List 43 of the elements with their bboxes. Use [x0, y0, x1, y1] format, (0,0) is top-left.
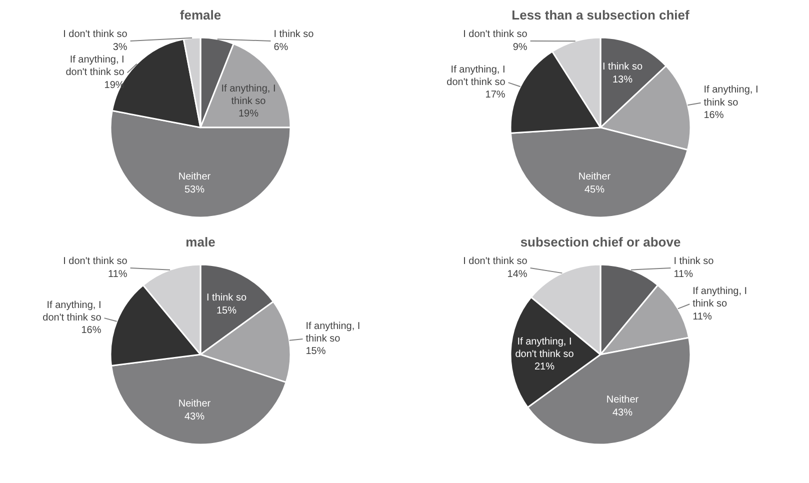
data-label: 15%	[216, 305, 237, 316]
data-label: 43%	[184, 411, 205, 422]
chart-title: male	[186, 234, 216, 250]
slice-label: If anything, I think so	[221, 83, 276, 107]
data-label: 3%	[112, 42, 128, 53]
chart-title: female	[180, 8, 222, 22]
slice-label: If anything, I don't think so	[42, 300, 102, 324]
slice-label: Neither	[578, 172, 612, 183]
slice-label: If anything, I think so	[306, 320, 360, 345]
slice-label: Neither	[178, 398, 212, 410]
data-label: 11%	[108, 268, 128, 280]
data-label: 43%	[612, 407, 633, 418]
slice-label: Neither	[178, 172, 212, 183]
slice-label: If anything, I don't think so	[446, 64, 506, 88]
slice-label: If anything, I think so	[692, 286, 748, 310]
slice-label: I don't think so	[63, 29, 128, 40]
data-label: 13%	[612, 74, 633, 86]
data-label: 19%	[238, 108, 259, 120]
data-label: 45%	[584, 184, 605, 196]
data-label: 17%	[485, 90, 506, 101]
slice-label: I think so	[602, 62, 643, 73]
slice-label: I think so	[274, 29, 314, 40]
data-label: 15%	[306, 346, 326, 358]
slice-label: If anything, I think so	[704, 84, 758, 108]
slice-label: I think so	[206, 292, 247, 304]
data-label: 11%	[674, 268, 694, 280]
data-label: 53%	[184, 184, 205, 196]
chart-title: subsection chief or above	[520, 234, 681, 250]
data-label: 11%	[692, 311, 712, 322]
data-label: 16%	[81, 325, 102, 336]
slice-label: I don't think so	[463, 29, 528, 40]
slice-label: If anything, I don't think so	[66, 54, 125, 78]
data-label: 21%	[534, 362, 555, 373]
slice-label: Neither	[606, 394, 640, 406]
data-label: 14%	[507, 268, 528, 280]
slice-label: I don't think so	[63, 256, 128, 268]
slice-label: If anything, I don't think so	[515, 336, 574, 360]
slice-label: I think so	[674, 256, 714, 268]
slice-label: I don't think so	[463, 256, 528, 268]
data-label: 6%	[274, 42, 288, 53]
chart-title: Less than a subsection chief	[512, 8, 690, 22]
data-label: 9%	[512, 42, 528, 53]
data-label: 16%	[704, 110, 724, 122]
